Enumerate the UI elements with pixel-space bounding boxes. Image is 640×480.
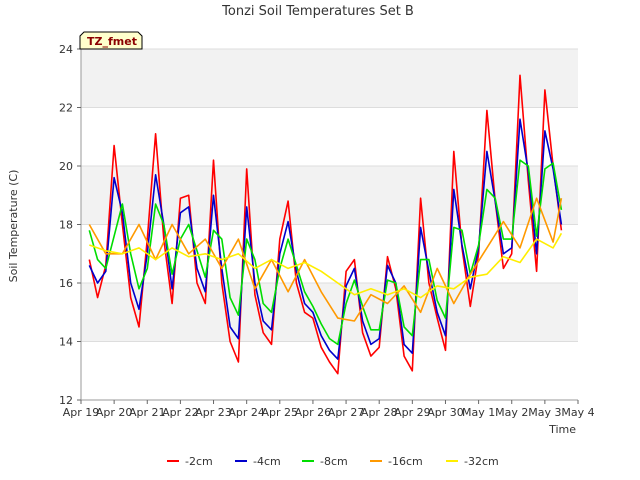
legend-entry: -2cm [185,455,213,468]
x-axis-label: Time [548,423,576,436]
plot-band [81,49,578,108]
series-line-4cmcm [88,118,563,360]
site-label-box: TZ_fmet [79,31,143,50]
y-tick-label: 20 [59,160,73,173]
y-tick-label: 18 [59,219,73,232]
x-tick-label: Apr 21 [129,406,166,419]
y-axis-label: Soil Temperature (C) [7,170,20,283]
x-tick-label: Apr 26 [295,406,332,419]
x-tick-label: Apr 19 [63,406,100,419]
x-tick-label: Apr 20 [96,406,133,419]
x-tick-label: May 3 [528,406,561,419]
x-tick-label: May 4 [561,406,594,419]
site-label-background [79,31,143,50]
x-tick-label: May 1 [462,406,495,419]
plot-band [81,283,578,342]
series-line-8cmcm [88,159,563,346]
y-tick-label: 16 [59,277,73,290]
x-tick-label: Apr 27 [328,406,365,419]
x-tick-label: May 2 [495,406,528,419]
x-tick-label: Apr 23 [195,406,232,419]
legend-entry: -32cm [464,455,499,468]
y-axis-ticks: 12 14 16 18 20 22 24 [59,43,81,407]
series-line-32cmcm [89,232,563,299]
y-tick-label: 22 [59,102,73,115]
y-tick-label: 24 [59,43,73,56]
legend-entry: -8cm [320,455,348,468]
series-line-16cmcm [88,197,563,322]
series-lines [88,74,563,375]
legend: -2cm -4cm -8cm -16cm -32cm [167,455,499,468]
site-label: TZ_fmet [87,35,137,48]
x-tick-label: Apr 29 [394,406,431,419]
legend-entry: -4cm [253,455,281,468]
y-tick-label: 12 [59,394,73,407]
x-tick-label: Apr 30 [427,406,464,419]
plot-bands [81,49,578,342]
x-tick-label: Apr 25 [262,406,299,419]
x-tick-label: Apr 24 [228,406,265,419]
legend-entry: -16cm [388,455,423,468]
x-tick-label: Apr 28 [361,406,398,419]
y-tick-label: 14 [59,336,73,349]
series-line-2cmcm [88,74,563,375]
x-tick-label: Apr 22 [162,406,199,419]
chart-title: Tonzi Soil Temperatures Set B [221,4,414,19]
